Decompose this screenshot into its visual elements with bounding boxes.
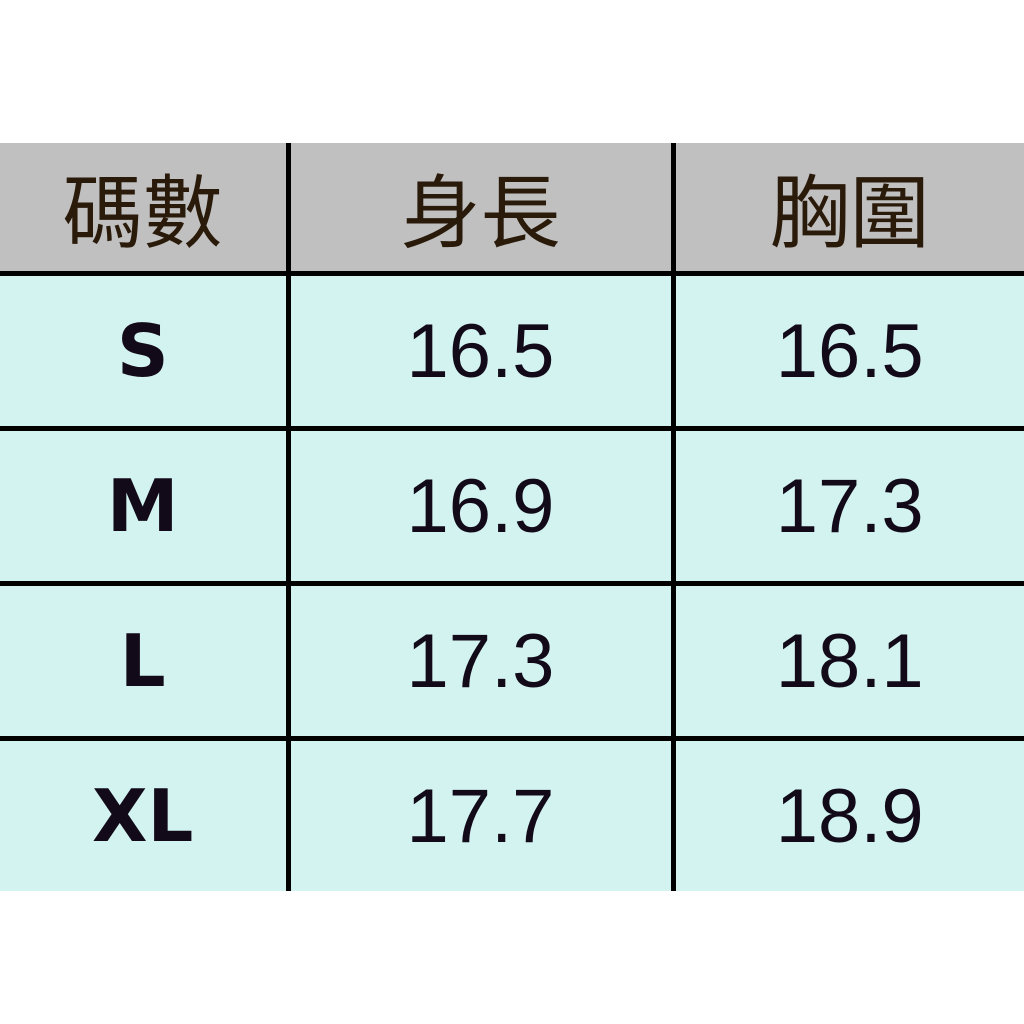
length-cell: 17.7 — [285, 736, 676, 891]
chest-cell: 18.1 — [670, 581, 1024, 741]
size-chart-table: 碼數 身長 胸圍 S 16.5 16.5 M 16.9 17.3 L 17.3 … — [0, 143, 1024, 891]
chest-cell: 18.9 — [670, 736, 1024, 891]
chest-cell: 16.5 — [670, 271, 1024, 431]
length-cell: 17.3 — [285, 581, 676, 741]
chest-cell: 17.3 — [670, 426, 1024, 586]
length-cell: 16.5 — [285, 271, 676, 431]
header-row: 碼數 身長 胸圍 — [0, 143, 1024, 276]
length-cell: 16.9 — [285, 426, 676, 586]
header-length: 身長 — [285, 143, 676, 276]
size-cell: L — [0, 581, 291, 741]
size-cell: S — [0, 271, 291, 431]
table-row: L 17.3 18.1 — [0, 581, 1024, 741]
table-row: S 16.5 16.5 — [0, 271, 1024, 431]
header-size: 碼數 — [0, 143, 291, 276]
header-chest: 胸圍 — [670, 143, 1024, 276]
size-cell: M — [0, 426, 291, 586]
table-row: M 16.9 17.3 — [0, 426, 1024, 586]
table-row: XL 17.7 18.9 — [0, 736, 1024, 891]
size-cell: XL — [0, 736, 291, 891]
